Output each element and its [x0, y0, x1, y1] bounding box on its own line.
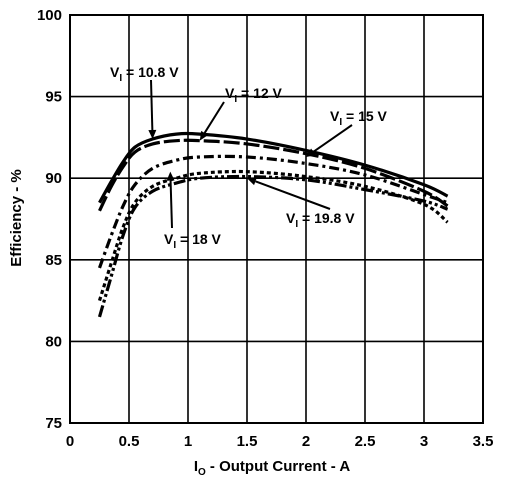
y-tick-label: 90 — [45, 170, 62, 187]
x-tick-label: 2 — [302, 433, 310, 450]
x-axis-title-sub: O — [198, 467, 206, 478]
annotation-arrow-head — [148, 129, 157, 140]
annotation-rest: = 18 V — [176, 231, 221, 247]
x-axis-title-main: I — [194, 458, 198, 475]
x-tick-label: 2.5 — [355, 433, 376, 450]
annotation-main: V — [110, 64, 120, 80]
annotation-main: V — [330, 108, 340, 124]
annotation-arrow-line — [203, 101, 225, 134]
annotation-main: V — [286, 210, 296, 226]
series-line-4 — [97, 174, 449, 318]
x-axis-title: IO - Output Current - A — [194, 458, 351, 478]
annotation-arrow-head — [306, 148, 316, 157]
annotation-sub: I — [295, 219, 298, 230]
x-tick-label: 3 — [420, 433, 428, 450]
plot-frame — [69, 14, 484, 424]
annotation-main: V — [225, 85, 235, 101]
series-line-1 — [98, 138, 449, 212]
annotation-sub: I — [339, 117, 342, 128]
annotation-arrow-head — [199, 130, 208, 141]
y-tick-label: 85 — [45, 252, 62, 269]
y-tick-label: 95 — [45, 89, 62, 106]
annotation-rest: = 19.8 V — [298, 210, 355, 226]
annotation-sub: I — [119, 73, 122, 84]
x-tick-label: 0.5 — [119, 433, 140, 450]
annotation-label: VI = 15 V — [330, 108, 388, 128]
annotation-main: V — [164, 231, 174, 247]
series-annotations: VI = 10.8 VVI = 12 VVI = 15 VVI = 18 VVI… — [110, 64, 388, 251]
annotation-sub: I — [173, 240, 176, 251]
y-tick-labels: 75 80 85 90 95 100 — [37, 7, 62, 432]
y-tick-label: 100 — [37, 7, 62, 24]
series-line-2 — [97, 154, 449, 269]
annotation-rest: = 15 V — [342, 108, 387, 124]
series-line-0 — [98, 131, 449, 204]
x-tick-label: 0 — [66, 433, 74, 450]
annotation-arrow-head — [247, 177, 257, 186]
y-tick-label: 80 — [45, 333, 62, 350]
annotation-arrow-line — [169, 180, 173, 229]
y-axis-title: Efficiency - % — [8, 169, 25, 267]
annotation-sub: I — [234, 94, 237, 105]
x-axis-title-rest: - Output Current - A — [206, 458, 351, 475]
y-tick-label: 75 — [45, 415, 62, 432]
annotation-label: VI = 10.8 V — [110, 64, 179, 84]
series-line-3 — [97, 169, 449, 302]
annotation-rest: = 10.8 V — [122, 64, 179, 80]
annotation-label: VI = 12 V — [225, 85, 283, 105]
annotation-rest: = 12 V — [237, 85, 282, 101]
x-tick-label: 1 — [184, 433, 192, 450]
annotation-arrow-head — [166, 171, 175, 181]
annotation-label: VI = 18 V — [164, 231, 222, 251]
annotation-arrow-line — [150, 79, 154, 131]
annotation-arrow-line — [312, 124, 353, 153]
x-tick-label: 1.5 — [237, 433, 258, 450]
x-tick-labels: 0 0.5 1 1.5 2 2.5 3 3.5 — [66, 433, 494, 450]
series-lines — [97, 131, 449, 318]
annotation-label: VI = 19.8 V — [286, 210, 355, 230]
annotation-arrow-line — [255, 180, 331, 210]
x-tick-label: 3.5 — [473, 433, 494, 450]
